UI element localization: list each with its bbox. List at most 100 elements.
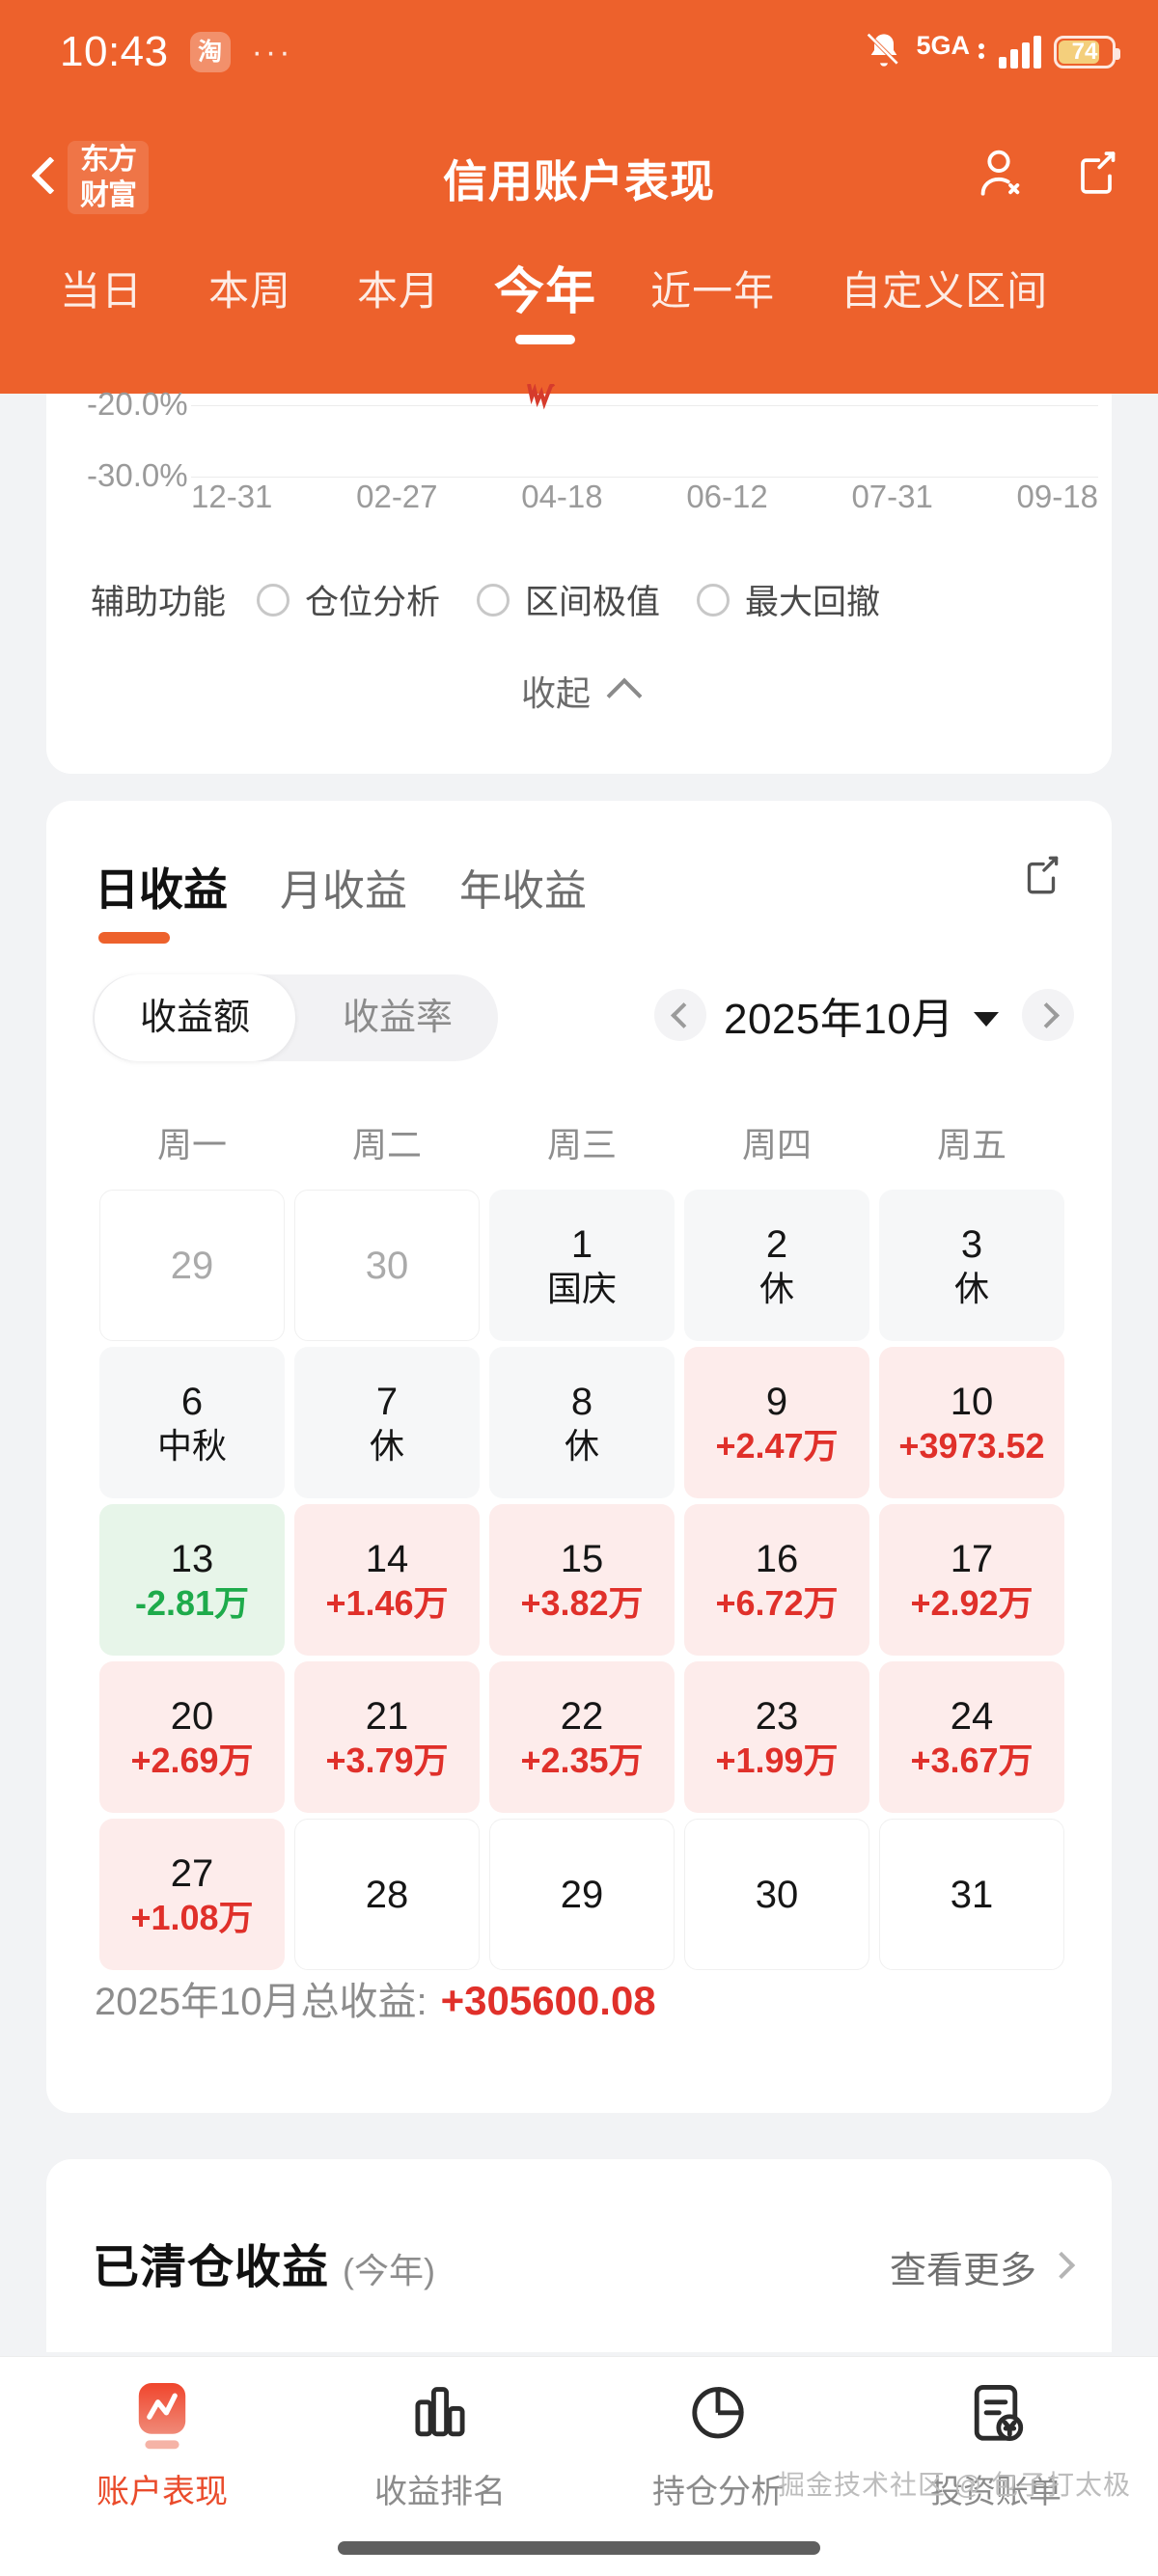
calendar-day-cell[interactable]: 16 +6.72万 bbox=[684, 1504, 869, 1656]
month-total-label: 2025年10月总收益: bbox=[95, 1981, 427, 2023]
share-external-icon[interactable] bbox=[1017, 849, 1065, 901]
calendar-day-number: 27 bbox=[170, 1851, 214, 1895]
tab-label: 年收益 bbox=[459, 867, 587, 915]
calendar-day-number: 29 bbox=[170, 1244, 214, 1287]
period-tab-week[interactable]: 本周 bbox=[176, 259, 324, 317]
chevron-left-icon[interactable] bbox=[654, 989, 706, 1041]
tab-label: 日收益 bbox=[95, 864, 228, 915]
aux-option-position-analysis[interactable]: 仓位分析 bbox=[257, 575, 440, 624]
chart-x-axis: 12-31 02-27 04-18 06-12 07-31 09-18 bbox=[191, 479, 1098, 515]
aux-option-max-drawdown[interactable]: 最大回撤 bbox=[697, 575, 880, 624]
calendar-day-holiday: 中秋 bbox=[156, 1425, 227, 1466]
tab-investment-bill[interactable]: 投资账单 bbox=[857, 2378, 1135, 2512]
calendar-day-cell[interactable]: 31 bbox=[879, 1819, 1064, 1970]
calendar-day-cell[interactable]: 14 +1.46万 bbox=[294, 1504, 480, 1656]
tab-position-analysis[interactable]: 持仓分析 bbox=[579, 2378, 857, 2512]
calendar-day-number: 22 bbox=[560, 1694, 604, 1738]
tab-label: 持仓分析 bbox=[652, 2474, 784, 2510]
brand-logo: 东方财富 bbox=[68, 141, 149, 214]
calendar-day-cell[interactable]: 13 -2.81万 bbox=[99, 1504, 285, 1656]
calendar-day-value: +3.79万 bbox=[325, 1740, 449, 1780]
back-button[interactable]: 东方财富 bbox=[29, 141, 149, 214]
period-tab-custom[interactable]: 自定义区间 bbox=[808, 259, 1081, 317]
calendar-day-cell[interactable]: 28 bbox=[294, 1819, 480, 1970]
tab-yearly-earnings[interactable]: 年收益 bbox=[459, 856, 587, 918]
calendar-day-cell[interactable]: 24 +3.67万 bbox=[879, 1661, 1064, 1813]
calendar-grid: 29 30 1 国庆 2 休 3 休 6 中秋 7 休 8 休 9 +2.47万 10 +3973.52 13 -2.… bbox=[95, 1187, 1069, 1973]
calendar-day-cell[interactable]: 15 +3.82万 bbox=[489, 1504, 675, 1656]
calendar-day-number: 30 bbox=[755, 1873, 799, 1916]
calendar-day-value: +1.99万 bbox=[715, 1740, 839, 1780]
calendar-day-number: 14 bbox=[365, 1537, 409, 1580]
period-tabs: 当日 本周 本月 今年 近一年 自定义区间 bbox=[0, 259, 1158, 374]
caret-down-icon[interactable] bbox=[973, 1011, 999, 1027]
bell-muted-icon bbox=[865, 31, 903, 74]
bottom-tab-bar: 账户表现 收益排名 bbox=[0, 2356, 1158, 2576]
view-more-button[interactable]: 查看更多 bbox=[889, 2240, 1076, 2293]
earnings-tabs: 日收益 月收益 年收益 bbox=[95, 855, 587, 944]
calendar-day-cell[interactable]: 21 +3.79万 bbox=[294, 1661, 480, 1813]
watermark: 掘金技术社区 @ 包子打太极 bbox=[778, 2470, 1131, 2500]
status-bar-right: 5GA 74 bbox=[865, 31, 1120, 74]
calendar-day-number: 6 bbox=[180, 1380, 204, 1423]
period-tab-label: 今年 bbox=[494, 264, 597, 320]
calendar-day-cell[interactable]: 23 +1.99万 bbox=[684, 1661, 869, 1813]
tab-earnings-ranking[interactable]: 收益排名 bbox=[301, 2378, 579, 2512]
calendar-day-cell[interactable]: 20 +2.69万 bbox=[99, 1661, 285, 1813]
calendar-day-cell[interactable]: 6 中秋 bbox=[99, 1347, 285, 1498]
calendar-day-cell[interactable]: 17 +2.92万 bbox=[879, 1504, 1064, 1656]
calendar-day-cell[interactable]: 30 bbox=[684, 1819, 869, 1970]
calendar-day-cell[interactable]: 10 +3973.52 bbox=[879, 1347, 1064, 1498]
calendar-day-value: +2.35万 bbox=[520, 1740, 644, 1780]
chart-xtick: 09-18 bbox=[1016, 479, 1098, 514]
calendar-day-cell[interactable]: 1 国庆 bbox=[489, 1190, 675, 1341]
aux-option-range-extremes[interactable]: 区间极值 bbox=[477, 575, 660, 624]
home-indicator[interactable] bbox=[338, 2541, 820, 2555]
chevron-right-icon[interactable] bbox=[1021, 989, 1074, 1041]
view-more-label: 查看更多 bbox=[889, 2251, 1036, 2291]
segment-amount[interactable]: 收益额 bbox=[95, 974, 295, 1061]
period-tab-today[interactable]: 当日 bbox=[27, 259, 176, 317]
customer-service-icon[interactable] bbox=[971, 145, 1027, 205]
segment-rate[interactable]: 收益率 bbox=[342, 998, 453, 1038]
collapse-button[interactable]: 收起 bbox=[46, 666, 1112, 716]
tab-label: 月收益 bbox=[280, 867, 407, 915]
chart-xtick: 04-18 bbox=[521, 479, 603, 514]
chart-ylabel-30: -30.0% bbox=[87, 457, 188, 493]
weekday-thu: 周四 bbox=[741, 1125, 812, 1165]
calendar-day-cell[interactable]: 22 +2.35万 bbox=[489, 1661, 675, 1813]
calendar-day-cell[interactable]: 29 bbox=[489, 1819, 675, 1970]
calendar-day-holiday: 休 bbox=[564, 1425, 599, 1466]
weekday-header: 周一 周二 周三 周四 周五 bbox=[95, 1117, 1069, 1167]
weekday-wed: 周三 bbox=[546, 1125, 617, 1165]
period-tab-last-year[interactable]: 近一年 bbox=[618, 259, 808, 317]
tab-daily-earnings[interactable]: 日收益 bbox=[95, 855, 228, 944]
radio-unchecked-icon[interactable] bbox=[257, 583, 290, 617]
month-label[interactable]: 2025年10月 bbox=[724, 996, 954, 1043]
calendar-day-number: 24 bbox=[950, 1694, 994, 1738]
period-tab-year[interactable]: 今年 bbox=[473, 251, 618, 344]
calendar-day-cell[interactable]: 9 +2.47万 bbox=[684, 1347, 869, 1498]
orange-header: 10:43 淘 ··· 5GA bbox=[0, 0, 1158, 394]
calendar-day-value: +2.47万 bbox=[715, 1425, 839, 1466]
calendar-day-number: 1 bbox=[570, 1222, 593, 1266]
share-external-icon[interactable] bbox=[1069, 145, 1125, 205]
tab-monthly-earnings[interactable]: 月收益 bbox=[280, 856, 407, 918]
cleared-positions-header: 已清仓收益 (今年) 查看更多 bbox=[93, 2229, 1076, 2296]
period-tab-month[interactable]: 本月 bbox=[324, 259, 473, 317]
calendar-day-cell[interactable]: 27 +1.08万 bbox=[99, 1819, 285, 1970]
bill-yen-icon bbox=[964, 2378, 1028, 2452]
radio-unchecked-icon[interactable] bbox=[477, 583, 510, 617]
calendar-day-cell[interactable]: 30 bbox=[294, 1190, 480, 1341]
tab-account-performance[interactable]: 账户表现 bbox=[23, 2378, 301, 2512]
month-total-row: 2025年10月总收益: +305600.08 bbox=[95, 1970, 656, 2026]
calendar-day-value: +1.08万 bbox=[130, 1897, 254, 1937]
period-tab-label: 本周 bbox=[208, 268, 292, 314]
calendar-day-cell[interactable]: 29 bbox=[99, 1190, 285, 1341]
radio-unchecked-icon[interactable] bbox=[697, 583, 731, 617]
calendar-day-value: +1.46万 bbox=[325, 1582, 449, 1623]
